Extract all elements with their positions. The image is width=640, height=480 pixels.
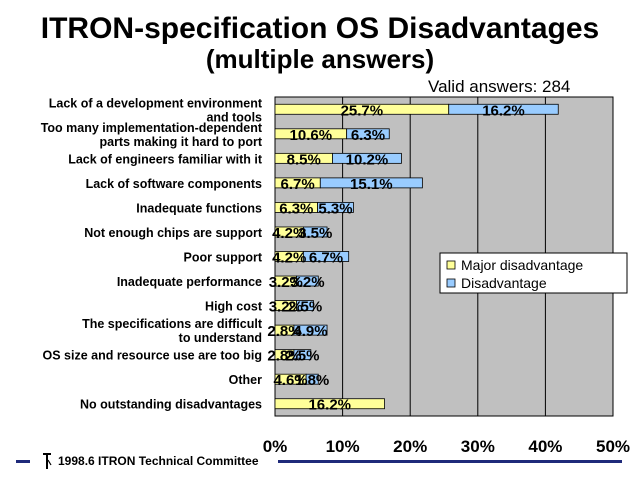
footer-rule-left	[16, 460, 30, 463]
x-tick-label: 10%	[326, 437, 360, 456]
data-label-major: 3.2%	[269, 299, 303, 316]
legend-label: Major disadvantage	[461, 257, 583, 273]
bar-disadvantage	[296, 300, 314, 311]
category-label: Lack of engineers familiar with it	[68, 152, 263, 166]
data-label-major: 6.7%	[281, 176, 315, 193]
data-label-disadvantage: 3.2%	[290, 274, 324, 291]
bar-major-disadvantage	[274, 398, 385, 410]
data-label-major: 4.2%	[272, 250, 306, 267]
bar-disadvantage	[305, 373, 319, 385]
data-label-disadvantage: 16.2%	[482, 102, 525, 119]
itron-logo-icon	[43, 453, 52, 469]
category-label: No outstanding disadvantages	[80, 398, 262, 412]
bar-disadvantage	[448, 103, 559, 115]
data-label-disadvantage: 6.3%	[351, 127, 385, 144]
bar-disadvantage	[296, 275, 319, 287]
x-tick-label: 30%	[461, 437, 495, 456]
footer: 1998.6 ITRON Technical Committee	[16, 450, 626, 474]
chart-title: ITRON-specification OS Disadvantages	[40, 12, 600, 45]
data-label-major: 3.2%	[269, 274, 303, 291]
bar-disadvantage	[317, 202, 354, 213]
category-label: Other	[229, 373, 262, 387]
category-label: OS size and resource use are too big	[42, 349, 262, 363]
category-label: Lack of software components	[86, 177, 262, 191]
footer-text: 1998.6 ITRON Technical Committee	[58, 454, 259, 468]
bar-disadvantage	[332, 152, 402, 164]
data-label-disadvantage: 15.1%	[350, 176, 393, 193]
x-tick-label: 0%	[263, 437, 288, 456]
legend-swatch	[446, 278, 456, 288]
category-label: Not enough chips are support	[84, 226, 263, 240]
category-label: to understand	[179, 331, 262, 345]
data-label-disadvantage: 2.5%	[288, 299, 322, 316]
data-label-major: 10.6%	[290, 127, 333, 144]
data-label-major: 8.5%	[287, 151, 321, 168]
valid-answers-label: Valid answers: 284	[428, 77, 571, 96]
category-label: and tools	[206, 110, 262, 124]
x-tick-label: 20%	[393, 437, 427, 456]
category-label: Lack of a development environment	[49, 96, 263, 110]
bar-disadvantage	[293, 349, 312, 361]
data-label-disadvantage: 3.5%	[298, 225, 332, 242]
data-label-disadvantage: 1.8%	[295, 372, 329, 389]
data-label-disadvantage: 4.9%	[293, 323, 327, 340]
chart-subtitle: (multiple answers)	[205, 44, 435, 74]
data-label-major: 2.8%	[267, 348, 301, 365]
data-label-disadvantage: 6.7%	[309, 250, 343, 267]
bar-disadvantage	[302, 226, 328, 238]
category-label: High cost	[205, 300, 263, 314]
bar-disadvantage	[302, 251, 350, 262]
data-label-disadvantage: 2.5%	[285, 348, 319, 365]
bar-disadvantage	[346, 128, 390, 140]
category-label: The specifications are difficult	[82, 317, 263, 331]
bar-disadvantage	[293, 324, 328, 336]
data-label-major: 2.8%	[267, 323, 301, 340]
legend-box	[439, 252, 628, 294]
data-label-disadvantage: 10.2%	[346, 151, 389, 168]
data-label-major: 4.2%	[272, 225, 306, 242]
data-label-major: 25.7%	[341, 102, 384, 119]
x-tick-label: 50%	[596, 437, 630, 456]
data-label-major: 16.2%	[308, 397, 351, 414]
legend-swatch	[446, 260, 456, 270]
footer-rule-right	[278, 460, 622, 463]
data-label-disadvantage: 5.3%	[318, 200, 352, 217]
category-label: Inadequate functions	[136, 201, 262, 215]
category-label: Too many implementation-dependent	[41, 121, 263, 135]
category-label: Poor support	[184, 251, 263, 265]
category-label: Inadequate performance	[117, 275, 262, 289]
x-tick-label: 40%	[528, 437, 562, 456]
data-label-major: 4.6%	[273, 372, 307, 389]
bar-disadvantage	[319, 177, 423, 189]
legend-label: Disadvantage	[461, 275, 547, 291]
category-label: parts making it hard to port	[99, 135, 262, 149]
data-label-major: 6.3%	[279, 200, 313, 217]
